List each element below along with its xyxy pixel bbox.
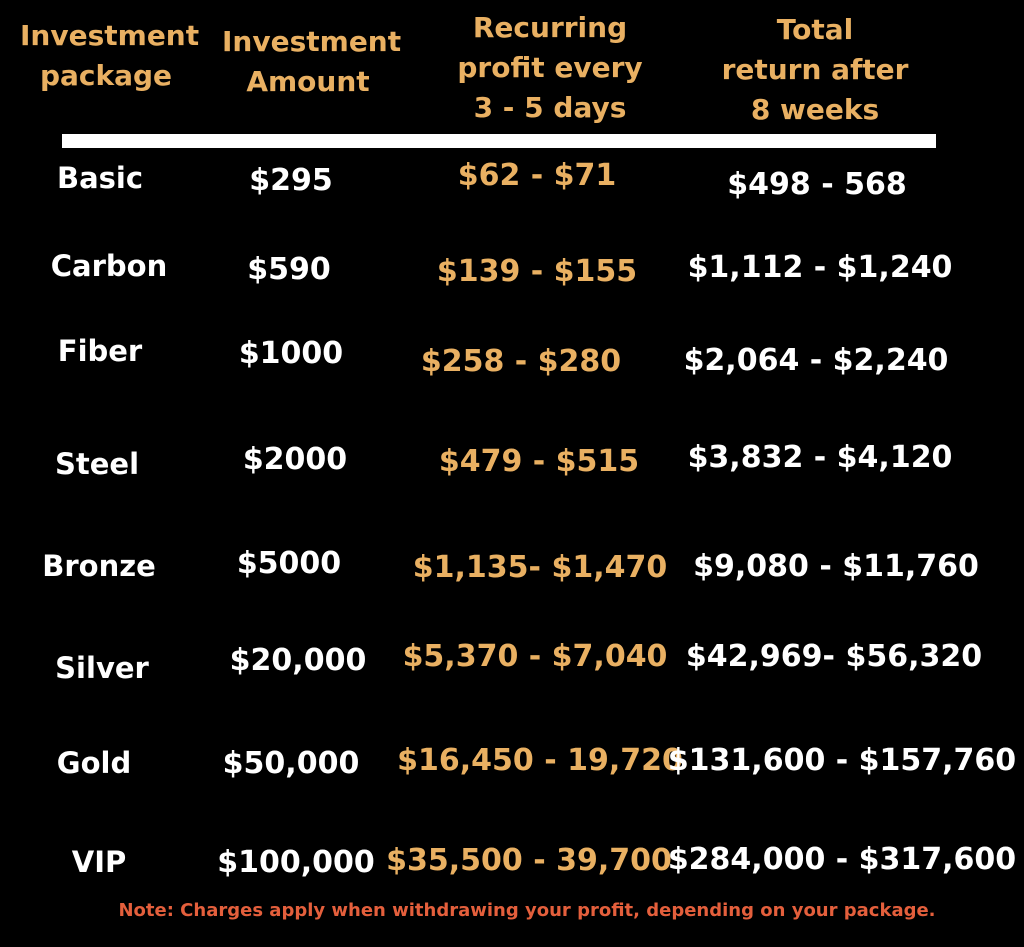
row-package: Bronze — [42, 549, 156, 583]
header-package-line2: package — [39, 59, 173, 92]
row-total: $498 - 568 — [727, 167, 907, 202]
row-amount: $5000 — [236, 546, 342, 581]
row-profit: $258 - $280 — [420, 344, 622, 379]
header-total-line3: 8 weeks — [750, 93, 880, 126]
row-package: Fiber — [57, 334, 143, 368]
row-total: $1,112 - $1,240 — [687, 250, 953, 285]
header-profit-line3: 3 - 5 days — [473, 91, 627, 124]
header-divider — [62, 134, 936, 148]
charges-note: Note: Charges apply when withdrawing you… — [118, 900, 936, 921]
row-amount: $2000 — [242, 442, 348, 477]
row-package: Basic — [56, 161, 144, 195]
header-profit: Recurring profit every 3 - 5 days — [440, 8, 660, 128]
header-total-line2: return after — [721, 53, 909, 86]
header-package: Investment package — [20, 16, 200, 96]
header-profit-line2: profit every — [457, 51, 643, 84]
row-amount: $1000 — [238, 336, 344, 371]
row-profit: $139 - $155 — [436, 254, 638, 289]
row-profit: $16,450 - 19,720 — [397, 743, 683, 778]
row-total: $9,080 - $11,760 — [693, 549, 979, 584]
row-package: Carbon — [50, 249, 168, 283]
row-amount: $590 — [247, 252, 331, 287]
row-total: $284,000 - $317,600 — [667, 842, 1017, 877]
row-total: $3,832 - $4,120 — [687, 440, 953, 475]
header-total: Total return after 8 weeks — [705, 10, 925, 130]
row-total: $131,600 - $157,760 — [667, 743, 1017, 778]
row-total: $42,969- $56,320 — [685, 639, 983, 674]
row-amount: $50,000 — [222, 746, 360, 781]
header-total-line1: Total — [776, 13, 854, 46]
row-package: Gold — [56, 746, 132, 780]
row-amount: $100,000 — [217, 845, 375, 880]
row-profit: $62 - $71 — [457, 158, 617, 193]
row-package: Steel — [54, 447, 140, 481]
row-profit: $1,135- $1,470 — [412, 550, 668, 585]
row-amount: $20,000 — [229, 643, 367, 678]
header-package-line1: Investment — [20, 19, 200, 52]
row-total: $2,064 - $2,240 — [683, 343, 949, 378]
header-profit-line1: Recurring — [472, 11, 628, 44]
row-amount: $295 — [249, 163, 333, 198]
row-profit: $479 - $515 — [438, 444, 640, 479]
header-amount-line1: Investment — [222, 25, 402, 58]
row-package: Silver — [55, 651, 149, 685]
row-profit: $5,370 - $7,040 — [402, 639, 668, 674]
row-package: VIP — [71, 845, 127, 879]
header-amount-line2: Amount — [246, 65, 370, 98]
row-profit: $35,500 - 39,700 — [386, 843, 672, 878]
header-amount: Investment Amount — [222, 22, 402, 102]
